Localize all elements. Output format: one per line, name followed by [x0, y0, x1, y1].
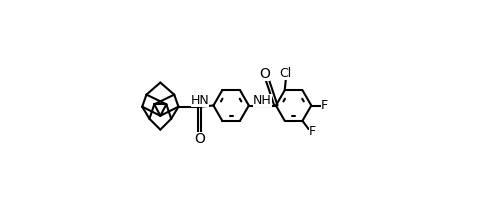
Text: O: O [193, 132, 204, 146]
Text: F: F [320, 99, 327, 112]
Text: Cl: Cl [279, 68, 291, 80]
Text: O: O [258, 67, 269, 81]
Text: NH: NH [252, 94, 271, 107]
Text: HN: HN [191, 94, 209, 107]
Text: F: F [308, 125, 315, 138]
